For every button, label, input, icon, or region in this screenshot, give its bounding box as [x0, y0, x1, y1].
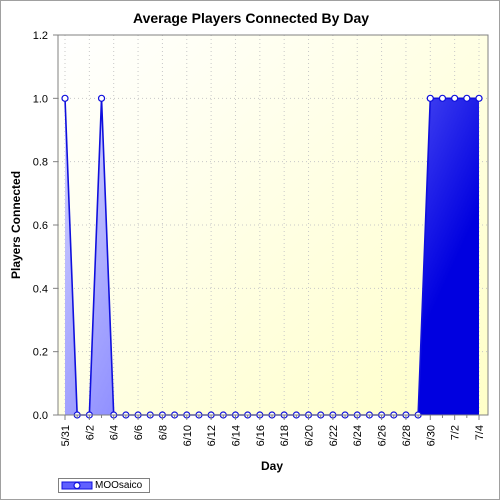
series-area — [65, 98, 479, 415]
x-tick-label: 6/8 — [157, 425, 169, 440]
x-tick-label: 7/2 — [450, 425, 462, 440]
x-tick-label: 6/12 — [206, 425, 218, 446]
data-point — [61, 94, 69, 102]
y-tick-label: 0.0 — [33, 410, 48, 422]
x-tick-label: 7/4 — [474, 425, 486, 440]
x-tick-label: 6/18 — [279, 425, 291, 446]
area-fill — [65, 98, 479, 415]
data-point — [451, 94, 459, 102]
x-tick-label: 6/4 — [109, 425, 121, 440]
data-point — [463, 94, 471, 102]
legend-marker-icon — [61, 481, 93, 490]
x-tick-label: 5/31 — [60, 425, 72, 446]
chart-title: Average Players Connected By Day — [132, 10, 370, 26]
x-tick-label: 6/30 — [425, 425, 437, 446]
x-tick-label: 6/24 — [352, 425, 364, 446]
legend: MOOsaico — [58, 478, 150, 493]
x-tick-label: 6/6 — [133, 425, 145, 440]
y-tick-label: 0.8 — [33, 157, 48, 169]
x-tick-label: 6/16 — [255, 425, 267, 446]
y-tick-label: 0.4 — [33, 283, 48, 295]
axes: 0.0 0.2 0.4 0.6 0.8 1.0 1.2 5/31 6/2 6/4 6/6 6/8 6/1… — [33, 30, 489, 446]
legend-label: MOOsaico — [95, 480, 143, 491]
x-tick-label: 6/28 — [401, 425, 413, 446]
x-tick-label: 6/2 — [84, 425, 96, 440]
x-tick-label: 6/20 — [304, 425, 316, 446]
x-axis-label: Day — [261, 459, 283, 473]
x-tick-label: 6/26 — [377, 425, 389, 446]
y-tick-label: 1.2 — [33, 30, 48, 42]
x-tick-label: 6/10 — [182, 425, 194, 446]
data-point — [438, 94, 447, 102]
x-tick-label: 6/22 — [328, 425, 340, 446]
plot-border — [57, 34, 489, 416]
y-axis-label: Players Connected — [9, 171, 23, 279]
data-point — [475, 94, 483, 102]
data-point — [97, 94, 106, 102]
data-point — [426, 94, 434, 102]
y-tick-label: 0.2 — [33, 347, 48, 359]
x-tick-label: 6/14 — [230, 425, 242, 446]
y-tick-label: 1.0 — [33, 93, 48, 105]
y-tick-label: 0.6 — [33, 220, 48, 232]
